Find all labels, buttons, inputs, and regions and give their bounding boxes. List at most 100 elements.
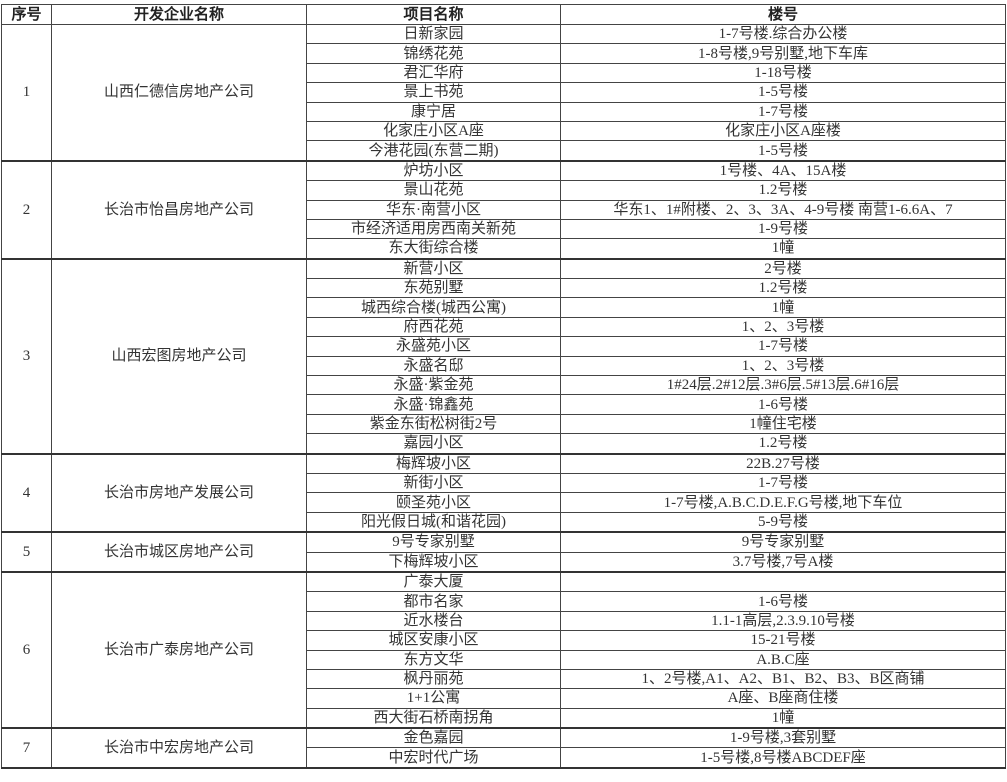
table-row: 中宏时代广场 1-5号楼,8号楼ABCDEF座 <box>2 747 1006 769</box>
building-number-cell: 15-21号楼 <box>560 630 1006 651</box>
table-row: 华东·南营小区 华东1、1#附楼、2、3、3A、4-9号楼 南营1-6.6A、7 <box>2 199 1006 220</box>
project-name-cell: 永盛苑小区 <box>306 336 561 357</box>
table-row: 永盛·锦鑫苑 1-6号楼 <box>2 394 1006 415</box>
building-number-cell: 1-18号楼 <box>560 62 1006 84</box>
building-number-cell: 1-7号楼 <box>560 336 1006 357</box>
header-serial-number: 序号 <box>1 4 52 25</box>
building-number-cell: 1号楼、4A、15A楼 <box>560 160 1006 182</box>
serial-number-cell: 5 <box>1 531 52 573</box>
table-row: 东方文华 A.B.C座 <box>2 649 1006 670</box>
table-row: 3 山西宏图房地产公司 新营小区 2号楼 <box>1 258 1006 455</box>
building-number-cell: A座、B座商住楼 <box>560 688 1006 709</box>
building-number-cell: 5-9号楼 <box>560 511 1006 534</box>
project-name-cell: 广泰大厦 <box>306 571 561 593</box>
header-company-name: 开发企业名称 <box>51 4 307 25</box>
building-number-cell: 1-6号楼 <box>560 591 1006 612</box>
building-number-cell: 1#24层.2#12层.3#6层.5#13层.6#16层 <box>560 375 1006 396</box>
project-name-cell: 华东·南营小区 <box>306 199 561 220</box>
project-name-cell: 嘉园小区 <box>306 433 561 455</box>
header-project-name: 项目名称 <box>306 4 561 25</box>
building-number-cell: 1-7号楼.综合办公楼 <box>560 23 1006 45</box>
table-row: 近水楼台 1.1-1高层,2.3.9.10号楼 <box>2 610 1006 632</box>
project-name-cell: 今港花园(东营二期) <box>306 140 561 162</box>
project-name-cell: 东方文华 <box>306 649 561 670</box>
serial-number-cell: 7 <box>1 727 52 769</box>
project-name-cell: 景山花苑 <box>306 180 561 201</box>
building-number-cell: 1-8号楼,9号别墅,地下车库 <box>560 43 1006 64</box>
building-number-cell: 1-7号楼,A.B.C.D.E.F.G号楼,地下车位 <box>560 492 1006 513</box>
building-number-cell: 1-5号楼 <box>560 140 1006 162</box>
table-row: 2 长治市怡昌房地产公司 炉坊小区 1号楼、4A、15A楼 <box>1 160 1006 260</box>
project-name-cell: 阳光假日城(和谐花园) <box>306 511 561 534</box>
table-row: 颐圣苑小区 1-7号楼,A.B.C.D.E.F.G号楼,地下车位 <box>2 492 1006 513</box>
project-name-cell: 景上书苑 <box>306 82 561 103</box>
building-number-cell: 1、2、3号楼 <box>560 316 1006 338</box>
building-number-cell: 1-6号楼 <box>560 394 1006 415</box>
table-row: 府西花苑 1、2、3号楼 <box>2 316 1006 338</box>
project-name-cell: 永盛·锦鑫苑 <box>306 394 561 415</box>
building-number-cell: 1、2、3号楼 <box>560 355 1006 377</box>
building-number-cell: 9号专家别墅 <box>560 531 1006 553</box>
project-name-cell: 都市名家 <box>306 591 561 612</box>
table-row: 枫丹丽苑 1、2号楼,A1、A2、B1、B2、B3、B区商铺 <box>2 668 1006 690</box>
table-row: 新街小区 1-7号楼 <box>2 472 1006 494</box>
header-building-number: 楼号 <box>560 4 1006 25</box>
building-number-cell: 2号楼 <box>560 258 1006 280</box>
company-name-cell: 长治市中宏房地产公司 <box>51 727 307 769</box>
project-name-cell: 近水楼台 <box>306 610 561 632</box>
project-name-cell: 梅辉坡小区 <box>306 453 561 474</box>
table-row: 阳光假日城(和谐花园) 5-9号楼 <box>2 511 1006 534</box>
project-name-cell: 君汇华府 <box>306 62 561 84</box>
project-name-cell: 东大街综合楼 <box>306 238 561 260</box>
header-row: 序号 开发企业名称 项目名称 楼号 <box>1 4 1006 25</box>
company-name-cell: 山西仁德信房地产公司 <box>51 23 307 162</box>
project-name-cell: 西大街石桥南拐角 <box>306 707 561 730</box>
project-name-cell: 永盛名邸 <box>306 355 561 377</box>
project-name-cell: 化家庄小区A座 <box>306 120 561 142</box>
project-name-cell: 永盛·紫金苑 <box>306 375 561 396</box>
project-name-cell: 市经济适用房西南关新苑 <box>306 218 561 240</box>
company-name-cell: 长治市城区房地产公司 <box>51 531 307 573</box>
project-name-cell: 9号专家别墅 <box>306 531 561 553</box>
table-row: 景山花苑 1.2号楼 <box>2 180 1006 201</box>
table-body: 1 山西仁德信房地产公司 日新家园 1-7号楼.综合办公楼 锦绣花苑 1-8号楼,9号别墅… <box>1 23 1006 769</box>
table-row: 紫金东街松树街2号 1幢住宅楼 <box>2 413 1006 435</box>
company-name-cell: 长治市房地产发展公司 <box>51 453 307 534</box>
project-name-cell: 府西花苑 <box>306 316 561 338</box>
project-name-cell: 颐圣苑小区 <box>306 492 561 513</box>
project-name-cell: 城西综合楼(城西公寓) <box>306 297 561 318</box>
company-name-cell: 山西宏图房地产公司 <box>51 258 307 455</box>
building-number-cell: 3.7号楼,7号A楼 <box>560 551 1006 573</box>
table-row: 7 长治市中宏房地产公司 金色嘉园 1-9号楼,3套别墅 <box>1 727 1006 769</box>
project-name-cell: 下梅辉坡小区 <box>306 551 561 573</box>
building-number-cell: 1、2号楼,A1、A2、B1、B2、B3、B区商铺 <box>560 668 1006 690</box>
project-name-cell: 1+1公寓 <box>306 688 561 709</box>
project-name-cell: 紫金东街松树街2号 <box>306 413 561 435</box>
table-row: 5 长治市城区房地产公司 9号专家别墅 9号专家别墅 <box>1 531 1006 573</box>
serial-number-cell: 1 <box>1 23 52 162</box>
building-number-cell <box>560 571 1006 593</box>
building-number-cell: 1.2号楼 <box>560 433 1006 455</box>
building-number-cell: 1-5号楼 <box>560 82 1006 103</box>
building-number-cell: 1幢 <box>560 297 1006 318</box>
serial-number-cell: 6 <box>1 571 52 730</box>
building-number-cell: 1.2号楼 <box>560 278 1006 299</box>
building-number-cell: 1幢住宅楼 <box>560 413 1006 435</box>
building-number-cell: 1-5号楼,8号楼ABCDEF座 <box>560 747 1006 769</box>
project-name-cell: 康宁居 <box>306 101 561 122</box>
building-number-cell: 22B.27号楼 <box>560 453 1006 474</box>
building-number-cell: 化家庄小区A座楼 <box>560 120 1006 142</box>
project-name-cell: 枫丹丽苑 <box>306 668 561 690</box>
building-number-cell: 1-7号楼 <box>560 101 1006 122</box>
building-number-cell: 1幢 <box>560 238 1006 260</box>
building-number-cell: 1幢 <box>560 707 1006 730</box>
developer-projects-table: 序号 开发企业名称 项目名称 楼号 1 山西仁德信房地产公司 日新家园 1-7号楼.综… <box>1 4 1006 769</box>
table-row: 景上书苑 1-5号楼 <box>2 82 1006 103</box>
table-row: 6 长治市广泰房地产公司 广泰大厦 <box>1 571 1006 730</box>
table-row: 东苑别墅 1.2号楼 <box>2 278 1006 299</box>
building-number-cell: 1-9号楼 <box>560 218 1006 240</box>
project-name-cell: 东苑别墅 <box>306 278 561 299</box>
project-name-cell: 炉坊小区 <box>306 160 561 182</box>
building-number-cell: 1-9号楼,3套别墅 <box>560 727 1006 749</box>
table-row: 化家庄小区A座 化家庄小区A座楼 <box>2 120 1006 142</box>
